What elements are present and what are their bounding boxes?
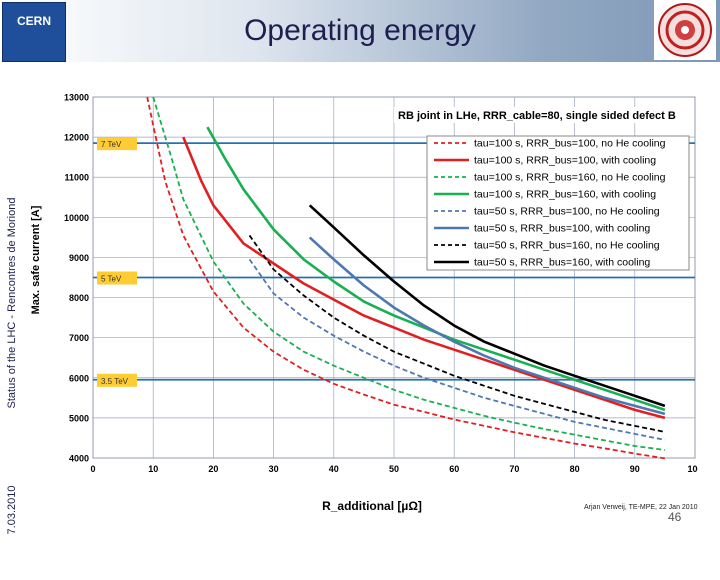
legend-entry: tau=50 s, RRR_bus=100, with cooling xyxy=(474,223,650,235)
side-date: 7.03.2010 xyxy=(6,485,18,535)
side-conference-text: Status of the LHC - Rencontres de Morion… xyxy=(6,197,18,409)
legend-entry: tau=100 s, RRR_bus=160, with cooling xyxy=(474,189,656,201)
cern-logo: CERN xyxy=(2,2,66,62)
cern-logo-text: CERN xyxy=(17,14,52,28)
x-tick-label: 100 xyxy=(687,464,698,474)
energy-label: 5 TeV xyxy=(101,275,122,284)
y-tick-label: 10000 xyxy=(64,213,89,223)
y-tick-label: 12000 xyxy=(64,133,89,143)
energy-label-bg xyxy=(97,137,137,151)
y-tick-label: 5000 xyxy=(69,413,89,423)
y-tick-label: 11000 xyxy=(64,173,89,183)
energy-label-bg xyxy=(97,271,137,285)
legend-entry: tau=100 s, RRR_bus=100, no He cooling xyxy=(474,138,666,150)
energy-label-bg xyxy=(97,373,137,387)
page-number: 46 xyxy=(668,510,682,524)
legend-entry: tau=100 s, RRR_bus=100, with cooling xyxy=(474,155,656,167)
y-tick-label: 13000 xyxy=(64,93,89,103)
legend: tau=100 s, RRR_bus=100, no He cooling tau… xyxy=(426,135,690,271)
series-line xyxy=(182,136,666,420)
series-line xyxy=(248,258,666,441)
side-label: Status of the LHC - Rencontres de Morion… xyxy=(2,62,20,540)
lhc-logo-icon xyxy=(654,0,716,60)
y-tick-label: 7000 xyxy=(69,333,89,343)
x-axis-label: R_additional [µΩ] xyxy=(322,499,422,513)
series-line xyxy=(308,204,666,408)
y-axis-label: Max. safe current [A] xyxy=(30,205,42,314)
legend-entry: tau=100 s, RRR_bus=160, no He cooling xyxy=(474,172,666,184)
slide-title: Operating energy xyxy=(244,14,476,47)
chart-title: RB joint in LHe, RRR_cable=80, single si… xyxy=(398,110,676,122)
x-tick-label: 30 xyxy=(269,464,279,474)
x-tick-label: 90 xyxy=(630,464,640,474)
x-tick-label: 60 xyxy=(449,464,459,474)
safe-current-chart: 4000 5000 6000 7000 8000 9000 10000 11000 12000 1… xyxy=(30,93,698,514)
series-line xyxy=(152,96,666,451)
legend-entry: tau=50 s, RRR_bus=160, no He cooling xyxy=(474,240,660,252)
x-tick-label: 70 xyxy=(509,464,519,474)
x-tick-label: 20 xyxy=(208,464,218,474)
author-credit: Arjan Verweij, TE-MPE, 22 Jan 2010 xyxy=(584,504,698,511)
y-tick-label: 4000 xyxy=(69,454,89,464)
series-lines xyxy=(146,96,666,460)
legend-box xyxy=(426,135,690,271)
x-tick-label: 0 xyxy=(90,464,95,474)
x-tick-label: 50 xyxy=(389,464,399,474)
series-line xyxy=(248,234,666,433)
energy-label: 7 TeV xyxy=(101,140,122,149)
lhc-event-icon xyxy=(658,3,712,57)
y-tick-label: 6000 xyxy=(69,373,89,383)
series-line xyxy=(206,126,666,412)
series-line xyxy=(308,236,666,416)
energy-label: 3.5 TeV xyxy=(101,377,129,386)
legend-entry: tau=50 s, RRR_bus=100, no He cooling xyxy=(474,206,660,218)
slide-header: CERN Operating energy xyxy=(0,0,720,62)
x-tick-label: 10 xyxy=(148,464,158,474)
y-tick-label: 8000 xyxy=(69,293,89,303)
y-tick-label: 9000 xyxy=(69,253,89,263)
legend-entry: tau=50 s, RRR_bus=160, with cooling xyxy=(474,257,650,269)
x-tick-label: 80 xyxy=(570,464,580,474)
x-tick-labels: 0 10 20 30 40 50 60 70 80 90 100 xyxy=(90,464,698,474)
series-line xyxy=(146,96,666,460)
y-tick-labels: 4000 5000 6000 7000 8000 9000 10000 11000 12000 1… xyxy=(64,93,89,464)
x-tick-label: 40 xyxy=(329,464,339,474)
chart-title-bg xyxy=(394,107,690,123)
